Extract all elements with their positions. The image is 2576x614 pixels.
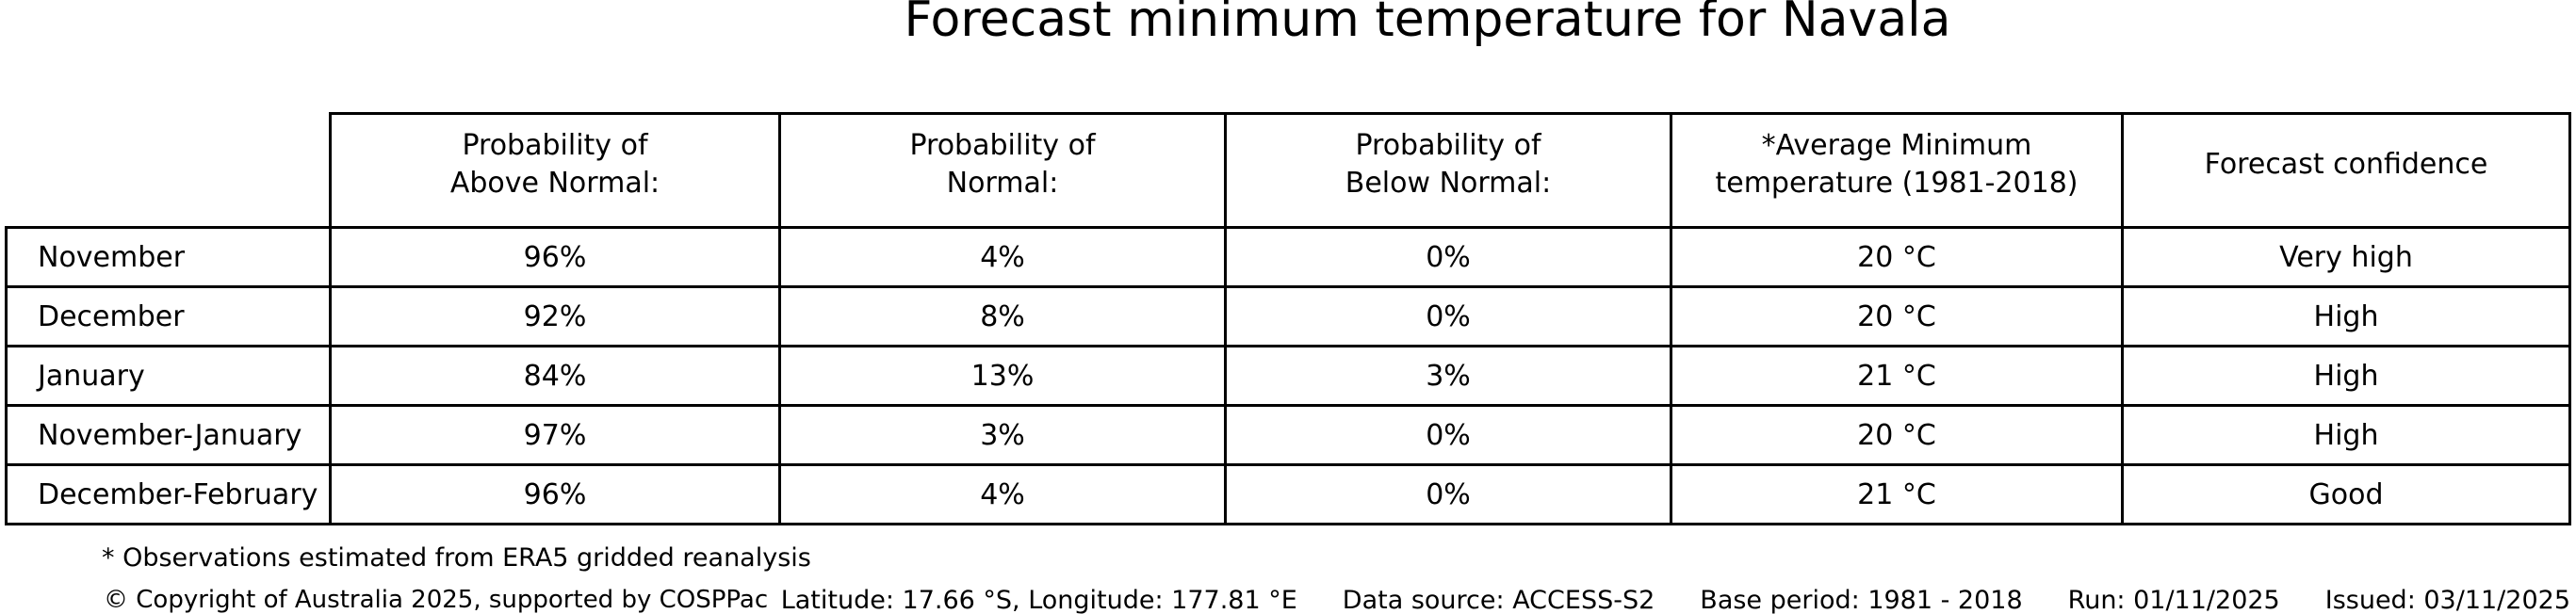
table-cell: 8% xyxy=(778,285,1227,347)
column-header-forecast-confidence: Forecast confidence xyxy=(2121,112,2571,229)
row-label: November-January xyxy=(5,404,332,466)
table-cell: 20 °C xyxy=(1670,404,2124,466)
run-date-text: Run: 01/11/2025 xyxy=(2067,586,2280,614)
table-row-november-january: November-January 97% 3% 0% 20 °C High xyxy=(5,404,2571,466)
table-cell: 20 °C xyxy=(1670,226,2124,288)
page-title: Forecast minimum temperature for Navala xyxy=(904,0,1951,48)
row-label: November xyxy=(5,226,332,288)
column-header-below-normal: Probability of Below Normal: xyxy=(1224,112,1672,229)
table-row-november: November 96% 4% 0% 20 °C Very high xyxy=(5,226,2571,288)
forecast-table: Probability of Above Normal: Probability… xyxy=(5,112,2571,525)
corner-empty-cell xyxy=(7,114,331,228)
column-header-average-minimum: *Average Minimum temperature (1981-2018) xyxy=(1670,112,2124,229)
column-header-normal: Probability of Normal: xyxy=(778,112,1227,229)
table-row-december-february: December-February 96% 4% 0% 21 °C Good xyxy=(5,463,2571,525)
table-cell: Very high xyxy=(2121,226,2571,288)
copyright-text: © Copyright of Australia 2025, supported… xyxy=(104,586,769,614)
table-cell: 3% xyxy=(1224,345,1672,407)
table-cell: High xyxy=(2121,404,2571,466)
table-cell: 96% xyxy=(329,226,781,288)
table-cell: 0% xyxy=(1224,226,1672,288)
table-cell: 4% xyxy=(778,226,1227,288)
table-row-january: January 84% 13% 3% 21 °C High xyxy=(5,345,2571,407)
table-cell: 21 °C xyxy=(1670,463,2124,525)
table-cell: 97% xyxy=(329,404,781,466)
table-cell: 0% xyxy=(1224,463,1672,525)
row-label: December-February xyxy=(5,463,332,525)
data-source-text: Data source: ACCESS-S2 xyxy=(1342,586,1655,614)
issued-date-text: Issued: 03/11/2025 xyxy=(2324,586,2570,614)
table-cell: High xyxy=(2121,345,2571,407)
header-row: Probability of Above Normal: Probability… xyxy=(7,112,2571,229)
table-cell: High xyxy=(2121,285,2571,347)
table-cell: 20 °C xyxy=(1670,285,2124,347)
table-cell: 0% xyxy=(1224,404,1672,466)
table-cell: 0% xyxy=(1224,285,1672,347)
table-row-december: December 92% 8% 0% 20 °C High xyxy=(5,285,2571,347)
table-cell: 92% xyxy=(329,285,781,347)
table-cell: 4% xyxy=(778,463,1227,525)
table-cell: 96% xyxy=(329,463,781,525)
column-header-above-normal: Probability of Above Normal: xyxy=(329,112,781,229)
table-cell: 13% xyxy=(778,345,1227,407)
lat-long-text: Latitude: 17.66 °S, Longitude: 177.81 °E xyxy=(780,586,1297,614)
table-cell: 3% xyxy=(778,404,1227,466)
table-cell: Good xyxy=(2121,463,2571,525)
row-label: January xyxy=(5,345,332,407)
table-cell: 84% xyxy=(329,345,781,407)
footer-metadata: Latitude: 17.66 °S, Longitude: 177.81 °E… xyxy=(781,586,2570,614)
base-period-text: Base period: 1981 - 2018 xyxy=(1700,586,2023,614)
table-cell: 21 °C xyxy=(1670,345,2124,407)
observations-footnote: * Observations estimated from ERA5 gridd… xyxy=(102,543,811,573)
row-label: December xyxy=(5,285,332,347)
